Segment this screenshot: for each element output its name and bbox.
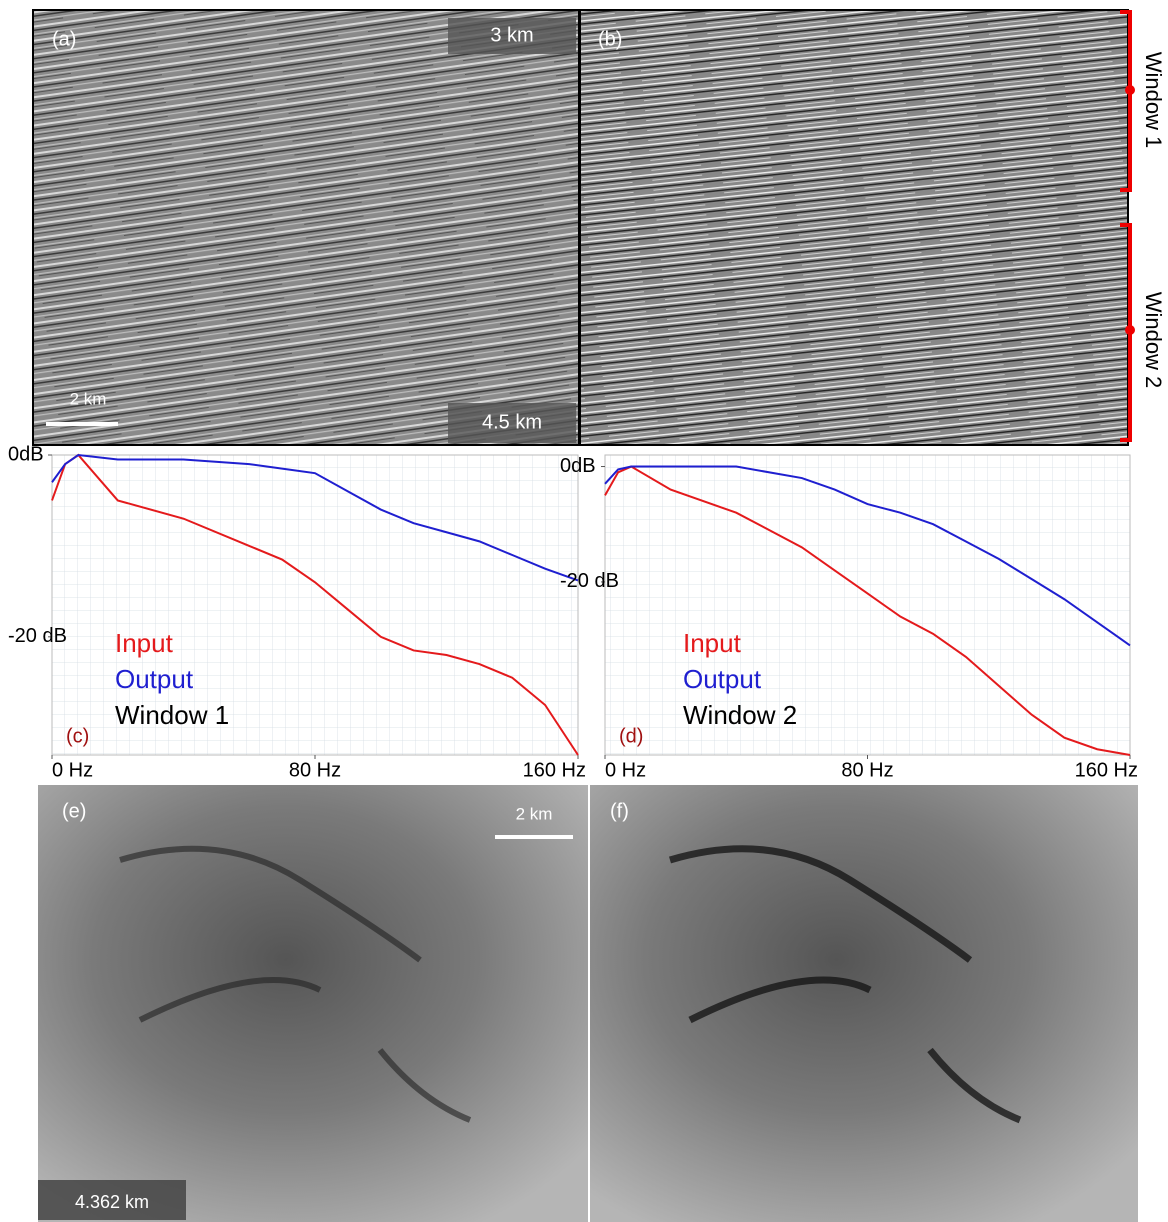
y-tick-label: -20 dB [8,625,67,647]
x-tick-label: 0 Hz [605,759,646,781]
y-tick-label: -20 dB [560,570,619,592]
x-tick-label: 80 Hz [289,759,341,781]
panel-label: (c) [66,725,89,747]
seismic-b: (b) [580,10,1128,445]
depth-label: 4.362 km [75,1192,149,1212]
window-label: Window 1 [1141,52,1166,149]
x-tick-label: 160 Hz [1075,759,1138,781]
panel-label: (a) [52,28,76,50]
panel-label: (d) [619,725,643,747]
figure: (a) 3 km 2 km 4.5 km (b) Window 1 Window… [0,0,1168,1222]
legend-entry: Input [115,628,174,658]
slice-e: (e) 2 km 4.362 km [38,785,588,1222]
panel-label: (f) [610,800,629,822]
x-tick-label: 0 Hz [52,759,93,781]
legend-entry: Output [683,664,762,694]
annotation: Window 2 [683,700,797,730]
y-tick-label: 0dB [8,443,44,465]
slice-f: (f) [590,785,1138,1222]
depth-label: 3 km [490,24,533,46]
panel-label: (b) [598,28,622,50]
window-label: Window 2 [1141,292,1166,389]
scale-label: 2 km [70,389,107,408]
seismic-a: (a) 3 km 2 km 4.5 km [33,10,579,445]
scale-label: 2 km [516,804,553,823]
legend-entry: Input [683,628,742,658]
depth-label: 4.5 km [482,411,542,433]
x-tick-label: 80 Hz [841,759,893,781]
panel-label: (e) [62,800,86,822]
y-tick-label: 0dB [560,455,596,477]
annotation: Window 1 [115,700,229,730]
legend-entry: Output [115,664,194,694]
x-tick-label: 160 Hz [523,759,586,781]
